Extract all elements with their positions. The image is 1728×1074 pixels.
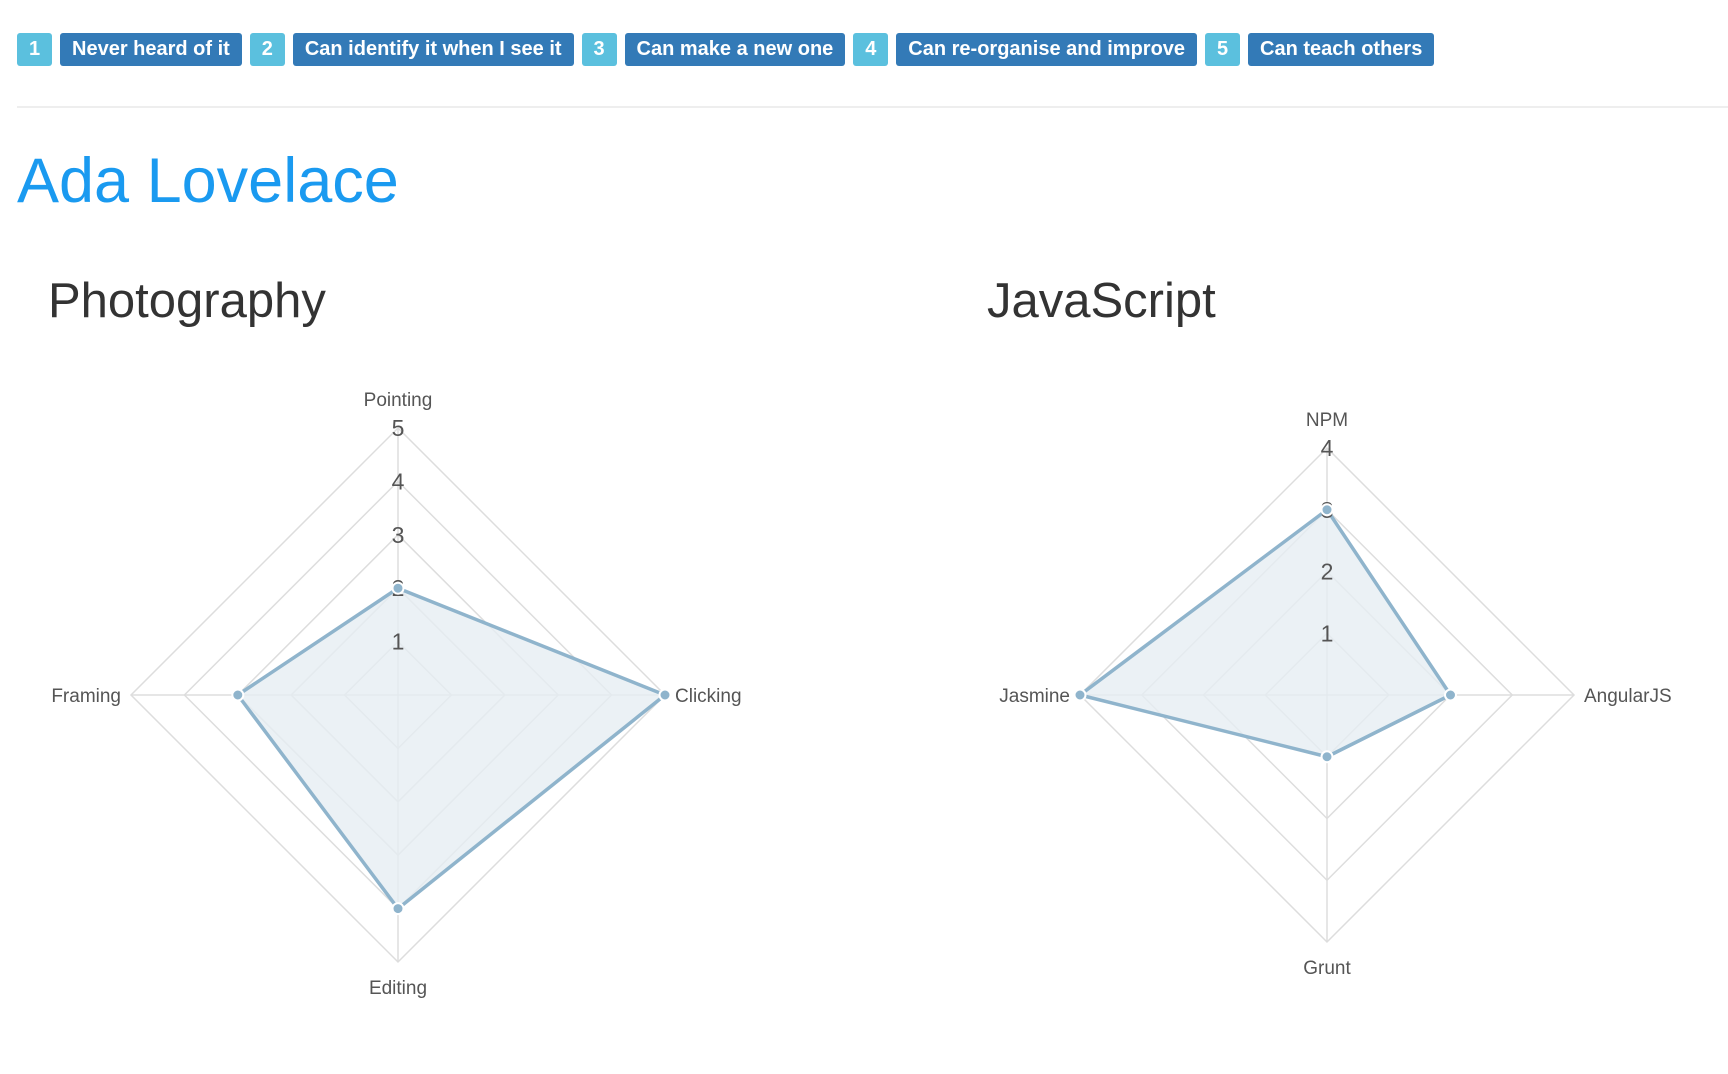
level-4-label-badge: Can re-organise and improve xyxy=(896,32,1198,66)
tick-label-3: 3 xyxy=(392,522,405,548)
level-3-number-badge: 3 xyxy=(581,32,617,66)
data-point-jasmine xyxy=(1073,688,1087,702)
axis-label-editing: Editing xyxy=(369,978,427,999)
level-1-number-badge: 1 xyxy=(17,32,52,66)
axis-label-npm: NPM xyxy=(1306,410,1348,431)
tick-label-2: 2 xyxy=(1321,559,1334,585)
axis-label-clicking: Clicking xyxy=(675,686,742,707)
photography-radar-chart: 12345PointingClickingEditingFraming xyxy=(51,390,742,999)
radar-area xyxy=(1078,508,1453,759)
tick-label-5: 5 xyxy=(392,415,405,441)
axis-label-grunt: Grunt xyxy=(1303,958,1351,979)
axis-label-angularjs: AngularJS xyxy=(1584,686,1672,707)
level-3-label-badge: Can make a new one xyxy=(624,32,846,66)
data-point-npm xyxy=(1320,503,1334,517)
person-name-heading: Ada Lovelace xyxy=(17,146,399,216)
tick-label-1: 1 xyxy=(1321,620,1334,646)
level-4-number-badge: 4 xyxy=(853,32,889,66)
data-point-grunt xyxy=(1320,750,1334,764)
chart-title-photography: Photography xyxy=(48,274,326,328)
axis-label-jasmine: Jasmine xyxy=(999,686,1070,707)
level-1-label-badge: Never heard of it xyxy=(60,32,242,66)
skill-level-legend: 1 Never heard of it 2 Can identify it wh… xyxy=(17,32,1442,66)
axis-label-pointing: Pointing xyxy=(364,390,433,411)
tick-label-4: 4 xyxy=(392,468,405,494)
tick-label-4: 4 xyxy=(1321,435,1334,461)
data-point-framing xyxy=(231,688,245,702)
level-2-label-badge: Can identify it when I see it xyxy=(292,32,574,66)
data-point-clicking xyxy=(658,688,672,702)
tick-label-1: 1 xyxy=(392,629,405,655)
axis-label-framing: Framing xyxy=(51,686,121,707)
data-point-editing xyxy=(391,902,405,916)
data-point-pointing xyxy=(391,581,405,595)
chart-title-javascript: JavaScript xyxy=(987,274,1216,328)
level-5-number-badge: 5 xyxy=(1205,32,1241,66)
level-2-number-badge: 2 xyxy=(249,32,285,66)
data-point-angularjs xyxy=(1444,688,1457,702)
radar-area xyxy=(236,586,667,911)
level-5-label-badge: Can teach others xyxy=(1248,32,1435,66)
javascript-radar-chart: 1234NPMAngularJSGruntJasmine xyxy=(999,410,1672,979)
divider xyxy=(17,106,1728,108)
